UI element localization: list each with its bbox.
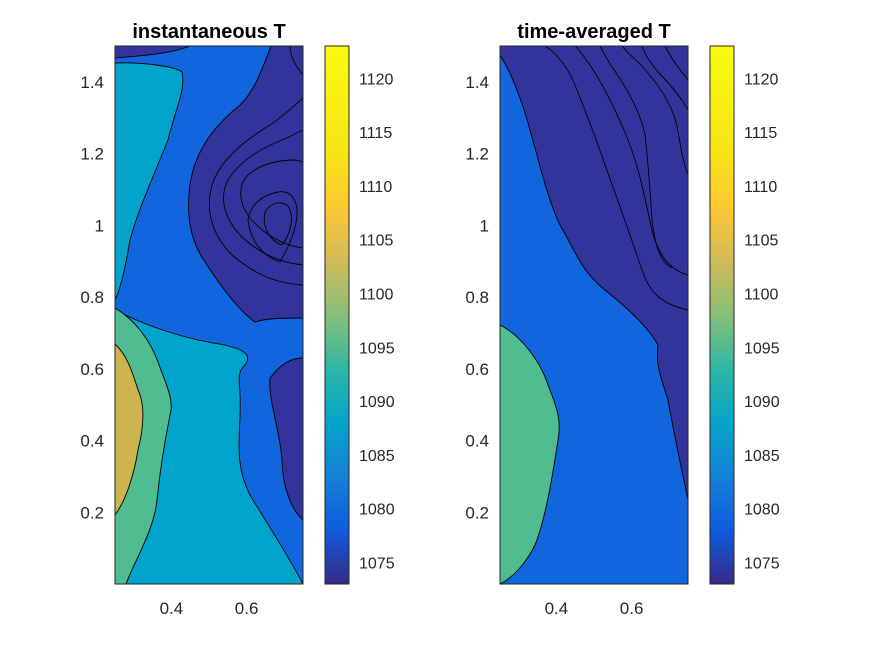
colorbar-tick: 1090 (359, 394, 395, 411)
y-tick-label: 0.4 (80, 432, 104, 451)
colorbar-tick: 1080 (359, 502, 395, 519)
colorbar-tick: 1090 (744, 394, 780, 411)
y-tick-label: 1 (95, 216, 104, 235)
colorbar-tick: 1080 (744, 502, 780, 519)
plot-instantaneous: instantaneous T 0.2 0.4 0.6 0. (80, 21, 394, 618)
colorbar: 1075 1080 1085 1090 1095 1100 1105 1110 … (324, 45, 395, 585)
colorbar-tick: 1120 (359, 71, 394, 88)
y-tick-label: 0.2 (465, 503, 489, 522)
colorbar-tick: 1075 (744, 556, 780, 573)
y-tick-label: 1 (480, 216, 489, 235)
region-lower-right-cold (269, 357, 303, 521)
colorbar-tick: 1120 (744, 71, 779, 88)
axes-box (114, 45, 304, 585)
y-ticks: 0.2 0.4 0.6 0.8 1 1.2 1.4 (80, 73, 104, 522)
axes-box (499, 45, 689, 585)
contour-line (664, 46, 688, 81)
y-ticks: 0.2 0.4 0.6 0.8 1 1.2 1.4 (465, 73, 489, 522)
contour-lines (208, 46, 303, 286)
contour-line (599, 46, 673, 269)
contour-line (208, 97, 303, 286)
contour-line (641, 46, 688, 111)
x-tick-label: 0.6 (235, 599, 259, 618)
plot-time-averaged: time-averaged T 0.2 0.4 0.6 0.8 1 1.2 1.… (465, 21, 779, 618)
contour-line (240, 159, 303, 249)
colorbar-scale (709, 45, 735, 585)
region-lower-left-warm (500, 324, 560, 584)
contour-line (223, 129, 303, 266)
contour-fill (500, 46, 688, 584)
chart-title: instantaneous T (132, 21, 285, 43)
contour-line (289, 46, 303, 76)
colorbar-tick: 1095 (744, 340, 780, 357)
colorbar-tick: 1110 (359, 179, 392, 196)
colorbar-ticks: 1075 1080 1085 1090 1095 1100 1105 1110 … (359, 71, 395, 572)
y-tick-label: 1.2 (465, 145, 489, 164)
colorbar-tick: 1095 (359, 340, 395, 357)
contour-line (247, 191, 298, 263)
region-upper-right-cold (188, 46, 303, 323)
y-tick-label: 0.6 (80, 360, 104, 379)
x-tick-label: 0.4 (160, 599, 184, 618)
contour-lines (544, 46, 688, 311)
x-ticks: 0.4 0.6 (160, 599, 259, 618)
y-tick-label: 1.4 (80, 73, 104, 92)
y-tick-label: 0.4 (465, 432, 489, 451)
region-upper-right-cold (500, 46, 688, 501)
contour-line (621, 46, 688, 176)
colorbar-tick: 1100 (359, 287, 394, 304)
colorbar-tick: 1085 (359, 448, 395, 465)
x-tick-label: 0.6 (620, 599, 644, 618)
colorbar-tick: 1115 (359, 125, 392, 142)
y-tick-label: 1.4 (465, 73, 489, 92)
chart-title: time-averaged T (517, 21, 670, 43)
region-left-band (115, 62, 184, 301)
contour-line (544, 46, 688, 311)
y-tick-label: 0.8 (80, 288, 104, 307)
y-tick-label: 1.2 (80, 145, 104, 164)
y-tick-label: 0.6 (465, 360, 489, 379)
colorbar: 1075 1080 1085 1090 1095 1100 1105 1110 … (709, 45, 780, 585)
colorbar-ticks: 1075 1080 1085 1090 1095 1100 1105 1110 … (744, 71, 780, 572)
x-ticks: 0.4 0.6 (545, 599, 644, 618)
colorbar-tick: 1085 (744, 448, 780, 465)
y-tick-label: 0.8 (465, 288, 489, 307)
colorbar-tick: 1105 (744, 233, 779, 250)
colorbar-tick: 1100 (744, 287, 779, 304)
x-tick-label: 0.4 (545, 599, 569, 618)
contour-line (263, 202, 292, 246)
colorbar-scale (324, 45, 350, 585)
colorbar-tick: 1075 (359, 556, 395, 573)
colorbar-tick: 1115 (744, 125, 777, 142)
colorbar-tick: 1105 (359, 233, 394, 250)
colorbar-tick: 1110 (744, 179, 777, 196)
contour-fill (115, 46, 303, 584)
region-hot-spot (115, 343, 144, 516)
y-tick-label: 0.2 (80, 503, 104, 522)
